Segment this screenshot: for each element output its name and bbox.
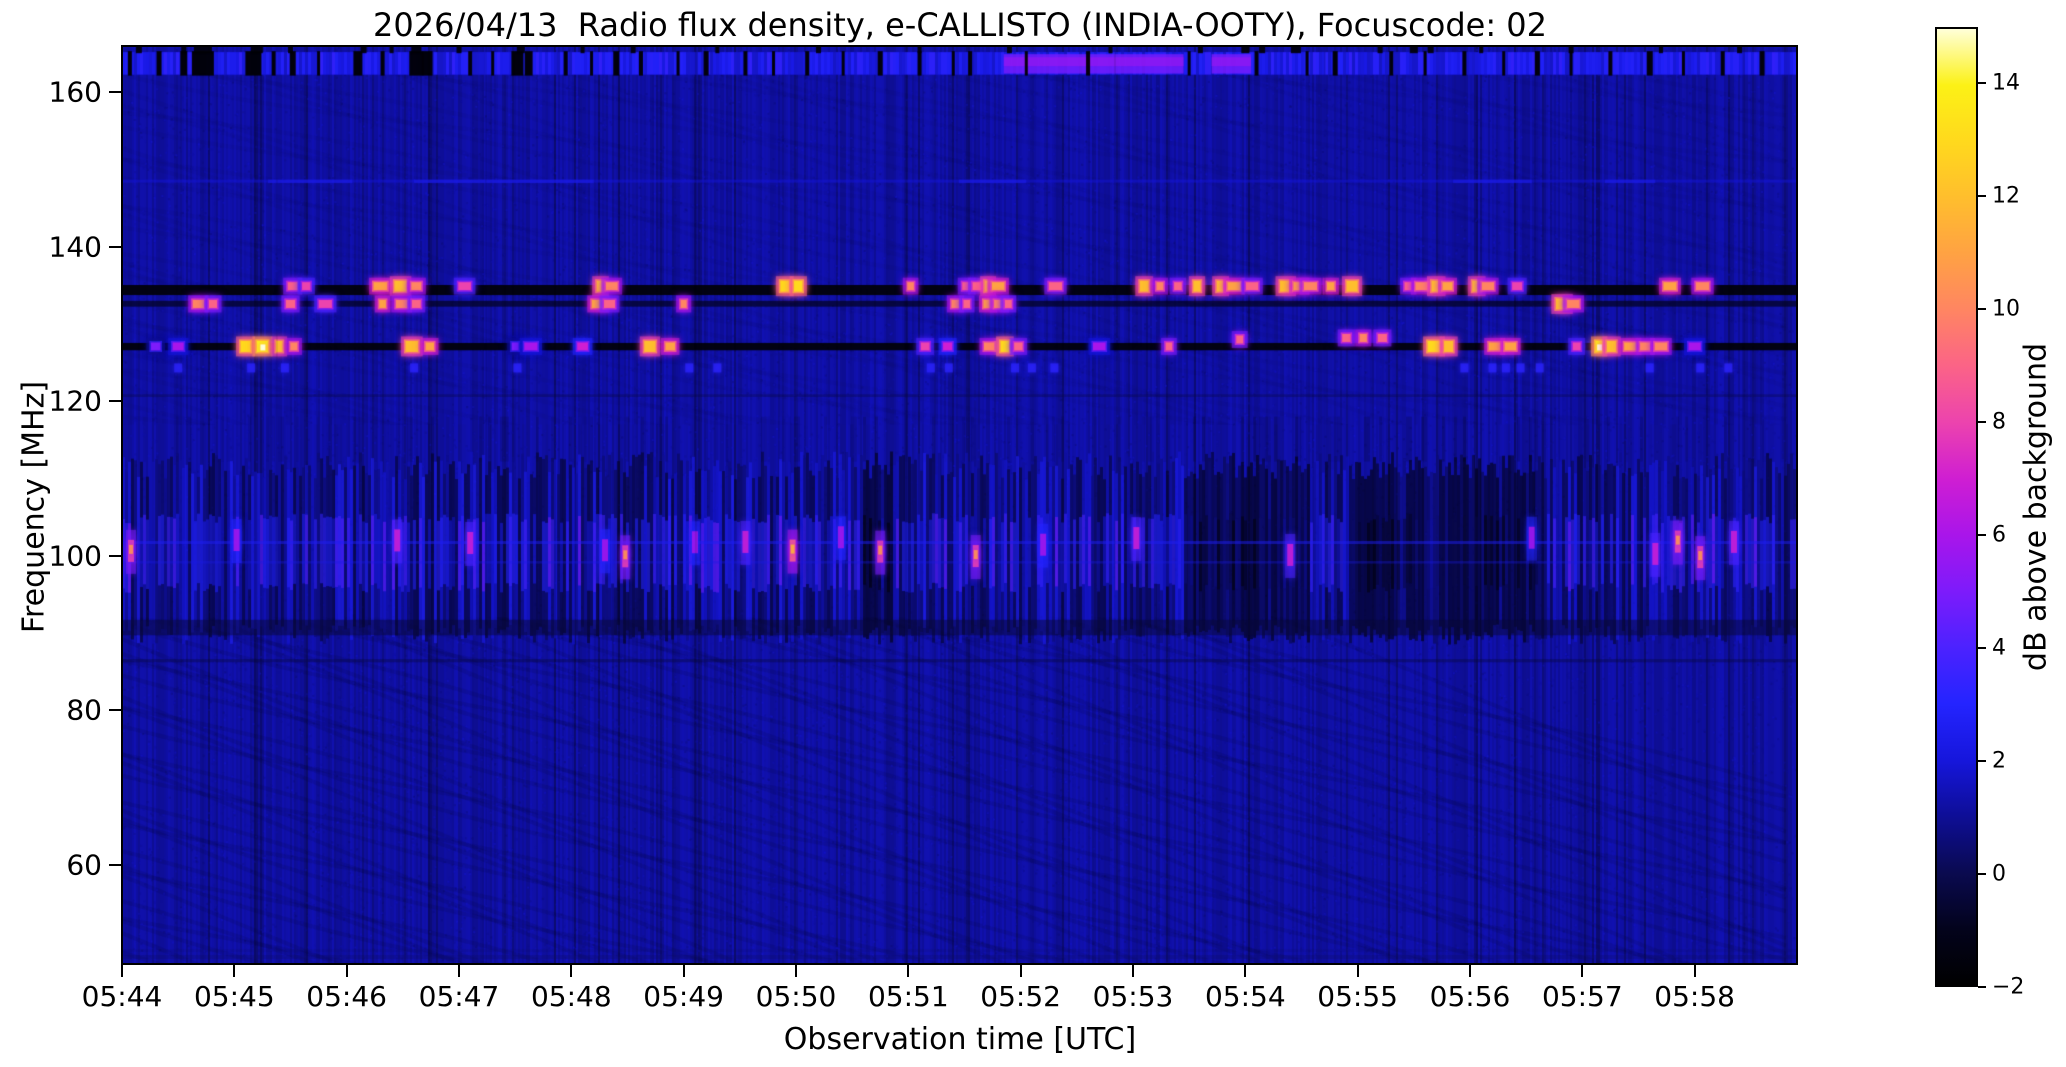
colorbar-tick-mark [1978, 421, 1986, 424]
x-tick-mark [1581, 965, 1584, 977]
colorbar-label: dB above background [2018, 342, 2054, 672]
x-tick-label: 05:55 [1317, 980, 1399, 1013]
y-tick-mark [109, 709, 121, 712]
y-tick-label: 100 [48, 539, 102, 573]
y-tick-mark [109, 91, 121, 94]
colorbar-tick-mark [1978, 82, 1986, 85]
x-tick-mark [1693, 965, 1696, 977]
colorbar-tick-label: 4 [1992, 635, 2006, 661]
x-tick-mark [1468, 965, 1471, 977]
colorbar-tick-mark [1978, 986, 1986, 988]
colorbar-tick-label: 6 [1992, 522, 2006, 548]
colorbar-tick-label: 0 [1992, 861, 2006, 887]
colorbar-tick-label: 12 [1992, 183, 2020, 209]
colorbar-tick-label: 14 [1992, 70, 2020, 96]
y-tick-label: 80 [66, 693, 102, 727]
colorbar-tick-label: 2 [1992, 748, 2006, 774]
colorbar-tick-mark [1978, 195, 1986, 198]
colorbar-tick-mark [1978, 534, 1986, 537]
colorbar-tick-mark [1978, 308, 1986, 311]
y-tick-mark [109, 863, 121, 866]
x-tick-label: 05:50 [755, 980, 837, 1013]
x-tick-mark [794, 965, 797, 977]
x-tick-mark [682, 965, 685, 977]
x-tick-label: 05:52 [980, 980, 1062, 1013]
x-axis-label: Observation time [UTC] [783, 1022, 1137, 1057]
colorbar-gradient [1935, 27, 1978, 987]
x-tick-mark [121, 965, 123, 977]
y-tick-label: 120 [48, 384, 102, 418]
x-tick-mark [1019, 965, 1022, 977]
y-tick-mark [109, 400, 121, 403]
colorbar-tick-mark [1978, 647, 1986, 650]
x-tick-label: 05:51 [867, 980, 949, 1013]
x-tick-label: 05:44 [81, 980, 163, 1013]
y-tick-mark [109, 554, 121, 557]
x-tick-label: 05:47 [418, 980, 500, 1013]
chart-title: 2026/04/13 Radio flux density, e-CALLIST… [373, 6, 1547, 44]
x-tick-label: 05:54 [1204, 980, 1286, 1013]
x-tick-mark [570, 965, 573, 977]
x-tick-mark [1131, 965, 1134, 977]
x-tick-mark [1356, 965, 1359, 977]
colorbar-tick-label: 8 [1992, 409, 2006, 435]
colorbar-tick-label: 10 [1992, 296, 2020, 322]
colorbar-tick-mark [1978, 760, 1986, 763]
y-tick-label: 60 [66, 848, 102, 882]
x-tick-label: 05:57 [1541, 980, 1623, 1013]
y-tick-label: 140 [48, 230, 102, 264]
colorbar-tick-mark [1978, 873, 1986, 876]
x-tick-label: 05:58 [1654, 980, 1735, 1013]
x-tick-label: 05:56 [1429, 980, 1511, 1013]
y-axis-label: Frequency [MHz] [16, 380, 52, 634]
spectrogram-canvas [122, 46, 1798, 965]
y-tick-label: 160 [48, 75, 102, 109]
x-tick-label: 05:49 [643, 980, 725, 1013]
x-tick-mark [907, 965, 910, 977]
x-tick-label: 05:45 [193, 980, 275, 1013]
x-tick-mark [1244, 965, 1247, 977]
y-tick-mark [109, 245, 121, 248]
x-tick-mark [457, 965, 460, 977]
x-tick-mark [233, 965, 236, 977]
x-tick-label: 05:46 [306, 980, 388, 1013]
x-tick-mark [345, 965, 348, 977]
colorbar-tick-label: −2 [1992, 974, 2025, 1000]
x-tick-label: 05:53 [1092, 980, 1174, 1013]
x-tick-label: 05:48 [530, 980, 612, 1013]
